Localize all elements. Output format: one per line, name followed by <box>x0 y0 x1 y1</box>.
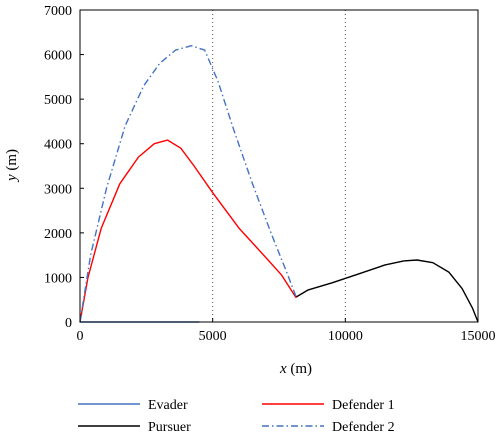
legend-label-defender-2: Defender 2 <box>332 420 395 435</box>
y-tick-label: 0 <box>65 316 72 331</box>
y-tick-label: 1000 <box>44 271 72 286</box>
y-axis-label: y (m) <box>4 149 20 183</box>
x-tick-label: 15000 <box>461 329 496 344</box>
y-axis-ticks: 0 1000 2000 3000 4000 5000 6000 7000 <box>44 4 84 331</box>
y-tick-label: 7000 <box>44 4 72 19</box>
x-tick-label: 5000 <box>199 329 227 344</box>
pursuer-line <box>295 259 479 323</box>
x-axis-ticks: 0 5000 10000 15000 <box>77 318 496 344</box>
series-lines <box>79 45 479 323</box>
y-tick-label: 5000 <box>44 93 72 108</box>
legend: Evader Defender 1 Pursuer Defender 2 <box>78 398 395 435</box>
legend-label-defender-1: Defender 1 <box>332 398 395 413</box>
x-tick-label: 0 <box>77 329 84 344</box>
defender-2-line <box>79 45 297 323</box>
defender-1-line <box>79 139 297 323</box>
y-tick-label: 4000 <box>44 138 72 153</box>
x-tick-label: 10000 <box>328 329 363 344</box>
y-tick-label: 2000 <box>44 227 72 242</box>
x-axis-label: x (m) <box>279 361 312 377</box>
y-tick-label: 3000 <box>44 182 72 197</box>
grid-lines <box>212 10 346 322</box>
legend-label-pursuer: Pursuer <box>148 420 191 435</box>
y-tick-label: 6000 <box>44 49 72 64</box>
plot-frame <box>79 9 479 323</box>
legend-label-evader: Evader <box>148 398 188 413</box>
